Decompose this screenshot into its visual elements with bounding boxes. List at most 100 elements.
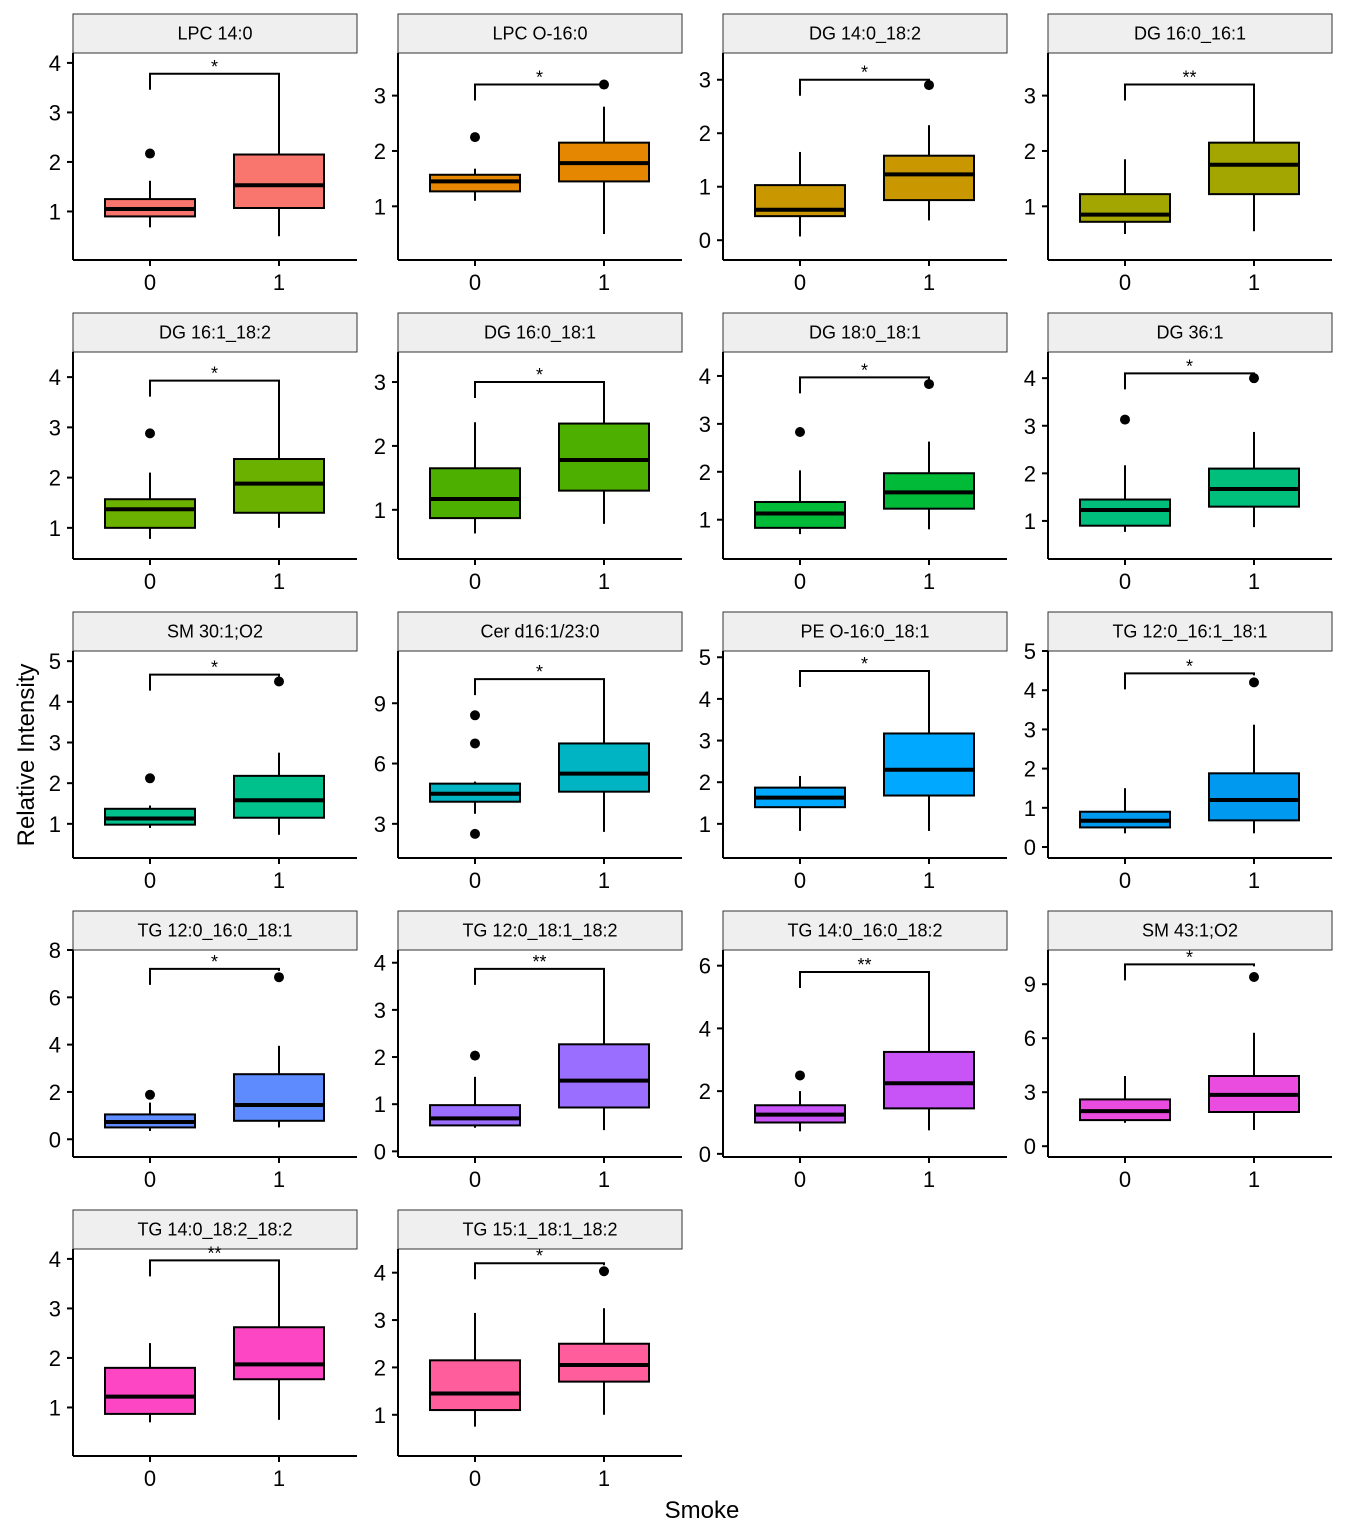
panel-3: DG 14:0_18:2 0 1 2 3 0 1 * xyxy=(699,13,1008,295)
y-tick-label: 1 xyxy=(374,194,386,219)
strip-title: DG 16:0_16:1 xyxy=(1134,24,1246,45)
significance-bracket xyxy=(799,376,930,394)
strip-box xyxy=(397,312,683,353)
y-tick-label: 0 xyxy=(1024,835,1036,860)
y-tick-label: 2 xyxy=(374,1355,386,1380)
box-iqr xyxy=(1079,498,1171,527)
x-tick-label: 1 xyxy=(598,569,610,594)
significance-bracket xyxy=(799,970,930,988)
y-tick-label: 2 xyxy=(1024,461,1036,486)
significance-label: * xyxy=(536,68,543,88)
x-tick-label: 0 xyxy=(144,1466,156,1491)
y-tick-label: 1 xyxy=(49,812,61,837)
y-tick-label: 4 xyxy=(49,1033,61,1058)
x-tick-label: 1 xyxy=(273,1167,285,1192)
x-tick-label: 0 xyxy=(469,868,481,893)
panel-5: DG 16:1_18:2 1 2 3 4 0 1 * xyxy=(49,312,358,594)
x-tick-label: 0 xyxy=(469,270,481,295)
y-tick-label: 0 xyxy=(1024,1134,1036,1159)
y-tick-label: 1 xyxy=(49,199,61,224)
significance-label: * xyxy=(861,360,868,380)
y-tick-label: 4 xyxy=(49,690,61,715)
x-tick-label: 0 xyxy=(144,569,156,594)
strip-box xyxy=(397,1209,683,1250)
outlier-point xyxy=(470,132,480,143)
outlier-point xyxy=(274,676,284,687)
significance-label: * xyxy=(536,662,543,682)
y-tick-label: 3 xyxy=(374,1308,386,1333)
outlier-point xyxy=(1249,373,1259,384)
strip-box xyxy=(72,312,358,353)
x-tick-label: 0 xyxy=(144,868,156,893)
box-iqr xyxy=(233,458,325,514)
strip-title: LPC 14:0 xyxy=(177,24,252,44)
significance-bracket xyxy=(474,967,605,985)
strip-title: TG 12:0_16:1_18:1 xyxy=(1112,622,1267,643)
significance-label: ** xyxy=(857,955,871,975)
strip-box xyxy=(72,910,358,951)
y-tick-label: 6 xyxy=(1024,1026,1036,1051)
x-axis-title: Smoke xyxy=(665,1497,740,1524)
strip-title: DG 36:1 xyxy=(1156,323,1223,343)
x-tick-label: 0 xyxy=(794,270,806,295)
strip-title: TG 14:0_16:0_18:2 xyxy=(787,921,942,942)
panel-18: TG 15:1_18:1_18:2 1 2 3 4 0 1 * xyxy=(374,1209,683,1491)
strip-title: LPC O-16:0 xyxy=(492,24,587,44)
significance-label: ** xyxy=(207,1243,221,1263)
strip-title: SM 30:1;O2 xyxy=(167,622,263,642)
x-tick-label: 1 xyxy=(273,868,285,893)
strip-title: Cer d16:1/23:0 xyxy=(480,622,599,642)
strip-box xyxy=(72,611,358,652)
y-tick-label: 5 xyxy=(49,649,61,674)
x-tick-label: 0 xyxy=(469,569,481,594)
box-iqr xyxy=(883,732,975,797)
x-tick-label: 1 xyxy=(1248,270,1260,295)
strip-box xyxy=(397,611,683,652)
y-tick-label: 1 xyxy=(374,498,386,523)
box-iqr xyxy=(429,1104,521,1127)
significance-label: * xyxy=(861,654,868,674)
outlier-point xyxy=(470,1050,480,1061)
significance-bracket xyxy=(1124,372,1255,390)
x-tick-label: 0 xyxy=(1119,270,1131,295)
box-iqr xyxy=(233,774,325,819)
strip-box xyxy=(1047,611,1333,652)
strip-title: TG 12:0_18:1_18:2 xyxy=(462,921,617,942)
significance-bracket xyxy=(1124,672,1255,690)
significance-label: * xyxy=(861,63,868,83)
significance-label: * xyxy=(1186,947,1193,967)
x-tick-label: 1 xyxy=(273,1466,285,1491)
outlier-point xyxy=(795,1070,805,1081)
x-tick-label: 1 xyxy=(598,1167,610,1192)
y-tick-label: 4 xyxy=(49,1247,61,1272)
x-tick-label: 1 xyxy=(598,1466,610,1491)
panel-6: DG 16:0_18:1 1 2 3 0 1 * xyxy=(374,312,683,594)
y-tick-label: 3 xyxy=(374,998,386,1023)
significance-label: * xyxy=(211,952,218,972)
y-tick-label: 3 xyxy=(1024,414,1036,439)
outlier-point xyxy=(470,738,480,749)
panel-4: DG 16:0_16:1 1 2 3 0 1 ** xyxy=(1024,13,1333,295)
y-tick-label: 2 xyxy=(49,1346,61,1371)
box-iqr xyxy=(429,1359,521,1412)
y-tick-label: 2 xyxy=(49,771,61,796)
outlier-point xyxy=(145,773,155,784)
box-iqr xyxy=(558,1043,650,1109)
strip-box xyxy=(722,611,1008,652)
y-tick-label: 3 xyxy=(1024,84,1036,109)
x-tick-label: 1 xyxy=(1248,569,1260,594)
panel-17: TG 14:0_18:2_18:2 1 2 3 4 0 1 ** xyxy=(49,1209,358,1491)
x-tick-label: 0 xyxy=(1119,569,1131,594)
y-tick-label: 2 xyxy=(49,1080,61,1105)
y-tick-label: 2 xyxy=(1024,757,1036,782)
significance-bracket xyxy=(1124,83,1255,101)
panel-12: TG 12:0_16:1_18:1 0 1 2 3 4 5 0 1 * xyxy=(1024,611,1333,893)
y-tick-label: 0 xyxy=(699,1142,711,1167)
y-tick-label: 2 xyxy=(374,139,386,164)
outlier-point xyxy=(145,428,155,439)
y-tick-label: 3 xyxy=(374,84,386,109)
y-tick-label: 2 xyxy=(374,434,386,459)
strip-title: DG 18:0_18:1 xyxy=(809,323,921,344)
y-tick-label: 4 xyxy=(374,1261,386,1286)
box-iqr xyxy=(233,153,325,210)
